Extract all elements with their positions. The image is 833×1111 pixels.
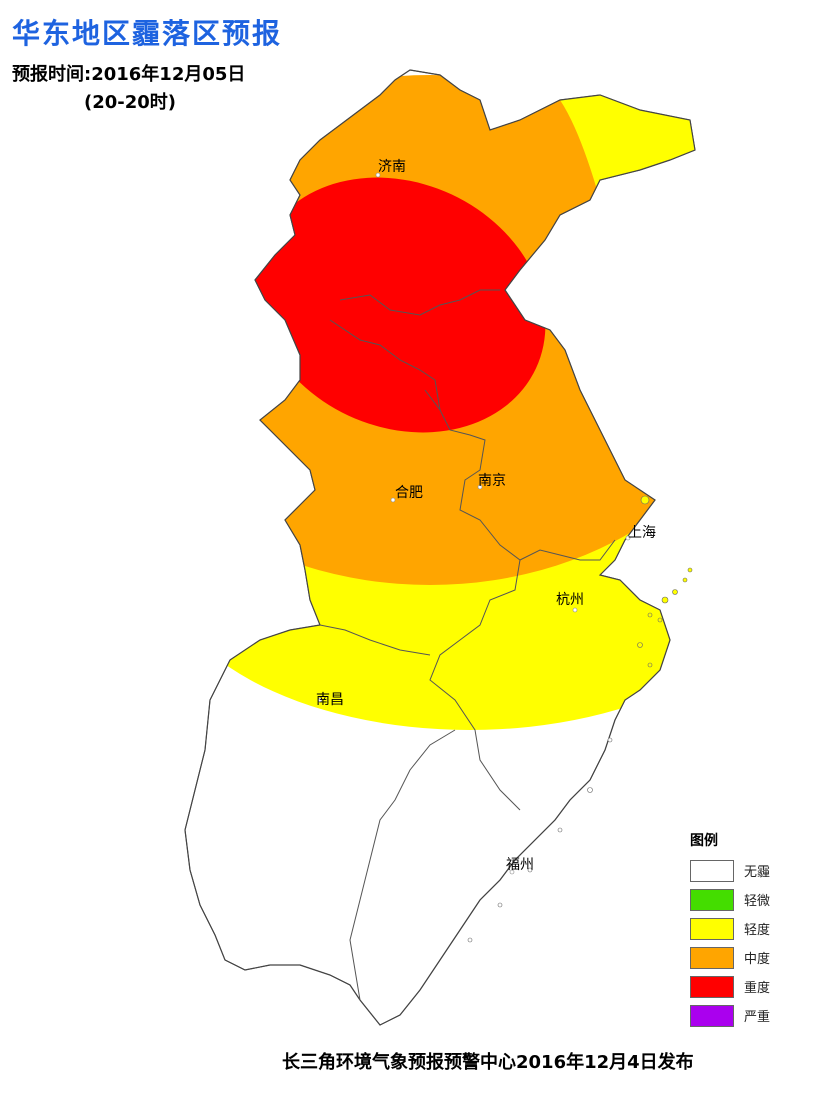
- city-label-fuzhou: 福州: [506, 857, 534, 873]
- legend-item: 轻微: [690, 885, 770, 914]
- city-label-hefei: 合肥: [395, 485, 423, 501]
- legend-label: 中度: [744, 952, 771, 967]
- province-borders: [319, 289, 616, 1001]
- legend-swatch: [690, 975, 734, 998]
- legend-swatch: [690, 859, 734, 882]
- legend-item: 重度: [690, 972, 770, 1001]
- city-label-nanchang: 南昌: [316, 692, 344, 708]
- city-label-nanjing: 南京: [478, 473, 506, 489]
- legend-swatch: [690, 888, 734, 911]
- southern-islands: [467, 737, 613, 943]
- city-markers: [317, 172, 631, 875]
- legend-title: 图例: [690, 833, 718, 849]
- legend-item: 轻度: [690, 914, 770, 943]
- map-legend: 图例 无霾 轻微 轻度 中度 重度 严重: [690, 830, 770, 1030]
- legend-label: 严重: [744, 1010, 771, 1025]
- legend-swatch: [690, 917, 734, 940]
- map-title: 华东地区霾落区预报: [12, 17, 283, 50]
- legend-label: 轻微: [744, 894, 771, 909]
- publisher-footer: 长三角环境气象预报预警中心2016年12月4日发布: [282, 1052, 694, 1073]
- legend-item: 严重: [690, 1001, 770, 1030]
- legend-item: 无霾: [690, 856, 770, 885]
- forecast-time: 预报时间:2016年12月05日: [12, 64, 246, 85]
- legend-swatch: [690, 946, 734, 969]
- city-label-jinan: 济南: [378, 159, 406, 175]
- city-label-shanghai: 上海: [628, 525, 656, 541]
- legend-swatch: [690, 1004, 734, 1027]
- legend-label: 重度: [744, 981, 771, 996]
- islands: [637, 495, 693, 668]
- legend-label: 无霾: [744, 865, 771, 880]
- zone-heavy: [254, 177, 546, 433]
- forecast-period: (20-20时): [84, 92, 177, 113]
- legend-item: 中度: [690, 943, 770, 972]
- city-label-hangzhou: 杭州: [556, 592, 584, 608]
- legend-label: 轻度: [744, 923, 771, 938]
